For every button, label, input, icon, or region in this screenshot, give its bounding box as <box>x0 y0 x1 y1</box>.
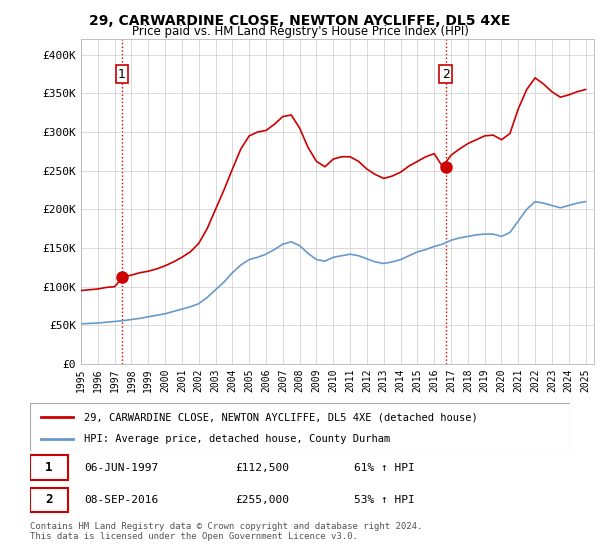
Text: 08-SEP-2016: 08-SEP-2016 <box>84 494 158 505</box>
Text: Contains HM Land Registry data © Crown copyright and database right 2024.
This d: Contains HM Land Registry data © Crown c… <box>30 522 422 542</box>
FancyBboxPatch shape <box>30 455 68 480</box>
Text: 53% ↑ HPI: 53% ↑ HPI <box>354 494 415 505</box>
Text: £255,000: £255,000 <box>235 494 289 505</box>
Text: 2: 2 <box>45 493 53 506</box>
Text: 29, CARWARDINE CLOSE, NEWTON AYCLIFFE, DL5 4XE: 29, CARWARDINE CLOSE, NEWTON AYCLIFFE, D… <box>89 14 511 28</box>
Text: Price paid vs. HM Land Registry's House Price Index (HPI): Price paid vs. HM Land Registry's House … <box>131 25 469 38</box>
FancyBboxPatch shape <box>30 403 570 451</box>
Text: £112,500: £112,500 <box>235 463 289 473</box>
Text: 1: 1 <box>45 461 53 474</box>
FancyBboxPatch shape <box>30 488 68 512</box>
Text: 61% ↑ HPI: 61% ↑ HPI <box>354 463 415 473</box>
Text: 1: 1 <box>118 68 126 81</box>
Text: 29, CARWARDINE CLOSE, NEWTON AYCLIFFE, DL5 4XE (detached house): 29, CARWARDINE CLOSE, NEWTON AYCLIFFE, D… <box>84 413 478 422</box>
Text: 06-JUN-1997: 06-JUN-1997 <box>84 463 158 473</box>
Text: HPI: Average price, detached house, County Durham: HPI: Average price, detached house, Coun… <box>84 434 390 444</box>
Text: 2: 2 <box>442 68 450 81</box>
